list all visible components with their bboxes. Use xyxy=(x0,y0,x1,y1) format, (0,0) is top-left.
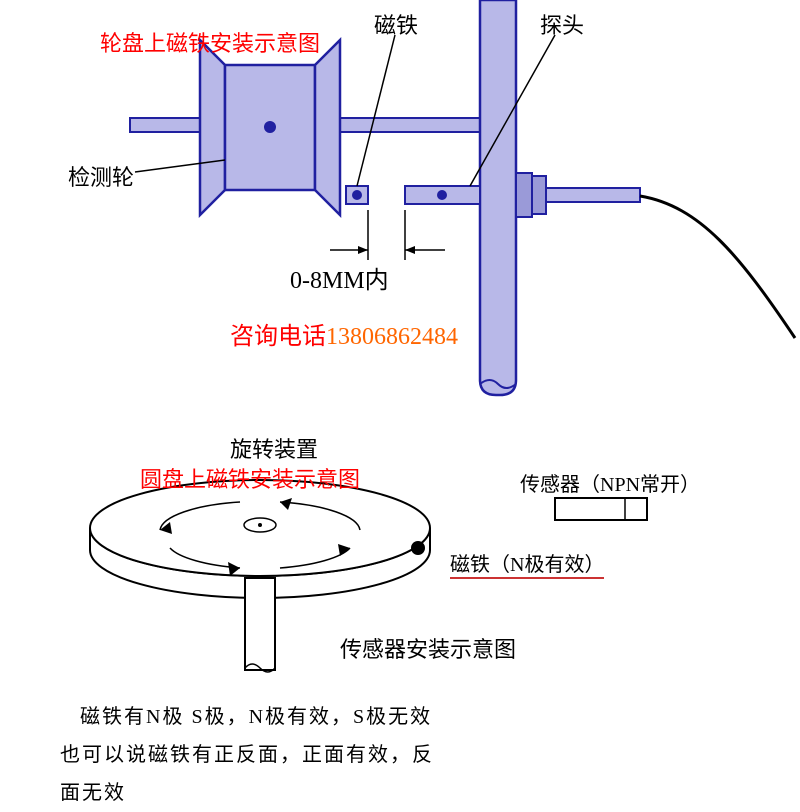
footnote-line3: 面无效 xyxy=(60,774,760,812)
phone-line: 咨询电话13806862484 xyxy=(230,316,458,351)
callout-magnet: 磁铁 xyxy=(374,8,418,40)
label-install-title: 传感器安装示意图 xyxy=(340,632,516,664)
label-magnet-note: 磁铁（N极有效） xyxy=(450,548,604,577)
lower-diagram xyxy=(0,400,800,730)
title-upper: 轮盘上磁铁安装示意图 xyxy=(100,26,320,58)
footnote-line1: 磁铁有N极 S极，N极有效，S极无效 xyxy=(60,698,760,736)
callout-probe: 探头 xyxy=(540,8,584,40)
label-rotator: 旋转装置 xyxy=(230,432,318,464)
callout-detect-wheel: 检测轮 xyxy=(68,160,134,192)
title-mid: 圆盘上磁铁安装示意图 xyxy=(140,462,360,494)
footnote-line2: 也可以说磁铁有正反面，正面有效，反 xyxy=(60,736,760,774)
phone-label: 咨询电话 xyxy=(230,324,326,350)
gap-dimension: 0-8MM内 xyxy=(290,260,389,295)
phone-number: 13806862484 xyxy=(326,324,458,350)
footnote: 磁铁有N极 S极，N极有效，S极无效 也可以说磁铁有正反面，正面有效，反 面无效 xyxy=(60,698,760,812)
label-sensor: 传感器（NPN常开） xyxy=(520,468,700,497)
